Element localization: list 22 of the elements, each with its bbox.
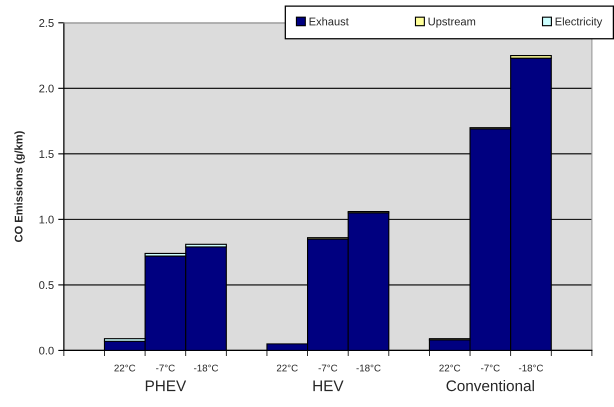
y-tick-label: 2.5 [39,19,54,27]
x-tick-label: 22°C [439,364,460,372]
x-tick-label: 22°C [276,364,298,372]
legend-label: Exhaust [310,17,349,26]
text: HEV [313,380,344,392]
x-tick-label: -18°C [518,364,544,372]
x-tick-label: -18°C [194,364,218,372]
legend-label: Upstream [428,18,476,28]
y-axis-title: CO Emissions (g/km) [14,131,25,242]
y-tick-label: 0.5 [39,281,54,290]
y-tick-label: 1.5 [40,150,54,158]
x-tick-label: -7°C [318,364,338,372]
y-tick-label: 1.0 [40,216,54,224]
text: Conventional [446,380,534,392]
x-tick-label: -7°C [481,364,500,372]
y-tick-label: 2.0 [39,84,54,92]
x-tick-label: -7°C [156,364,175,372]
text: PHEV [146,380,186,392]
x-tick-label: 22°C [114,364,136,372]
legend-label: Electricity [556,17,602,28]
y-tick-label: 0.0 [39,346,54,355]
x-tick-label: -18°C [356,364,381,372]
